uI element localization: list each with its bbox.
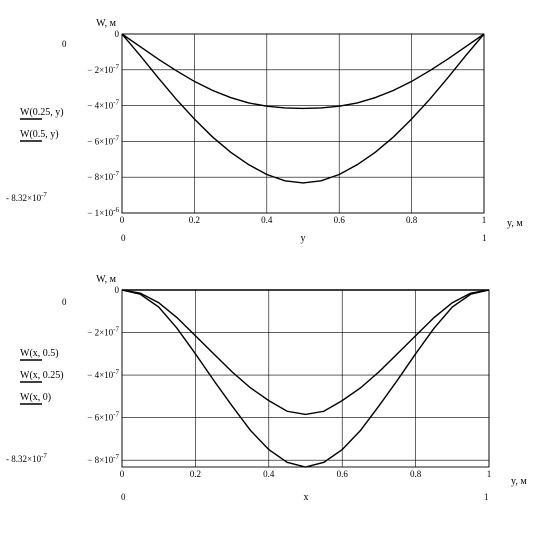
y-tick-label: − 2×10-7 — [87, 63, 119, 75]
x-tick-label: 0.8 — [406, 215, 418, 225]
y-tick-label: 0 — [115, 29, 120, 39]
x-tick-label: 0.2 — [190, 469, 201, 479]
y-axis-label: W, м — [96, 18, 117, 29]
y-tick-label: − 2×10-7 — [87, 326, 119, 338]
plot-frame — [121, 289, 490, 468]
legend-entry: W(0.5, y) — [20, 129, 59, 140]
legend-entry: W(x, 0.5) — [20, 348, 59, 359]
x-range-end: 1 — [482, 233, 487, 243]
x-range-start: 0 — [121, 233, 126, 243]
y-tick-label: − 4×10-7 — [87, 99, 119, 111]
series-line — [121, 33, 485, 110]
x-range-end: 1 — [484, 492, 489, 502]
chart-bottom: 0 0.2 0.4 0.6 0.8 1 0 − 2×10-7 − 4×10-7 − 6×10-7 −… — [6, 274, 527, 503]
x-tick-label: 0.6 — [334, 215, 346, 225]
x-tick-label: 1 — [482, 215, 487, 225]
series-line — [121, 289, 490, 468]
x-tick-label: 0.4 — [261, 215, 273, 225]
x-tick-label: 0.2 — [189, 215, 200, 225]
legend-entry: W(0.25, y) — [20, 107, 64, 118]
x-tick-label: 0.6 — [337, 469, 349, 479]
y-tick-label: 0 — [115, 285, 120, 295]
y-tick-label: − 8×10-7 — [87, 170, 119, 182]
x-tick-label: 0 — [120, 215, 125, 225]
y-range-bottom: - 8.32×10-7 — [6, 191, 47, 203]
y-tick-label: − 6×10-7 — [87, 411, 119, 423]
x-axis-label: x — [304, 492, 309, 503]
y-tick-label: − 8×10-7 — [87, 453, 119, 465]
series-line — [121, 289, 490, 416]
y-tick-label: − 1×10-6 — [87, 206, 119, 218]
y-range-top: 0 — [62, 297, 67, 307]
y-tick-label: − 6×10-7 — [87, 134, 119, 146]
x-unit-label: y, м — [511, 476, 527, 487]
legend-entry: W(x, 0) — [20, 392, 51, 403]
x-tick-label: 0 — [120, 469, 125, 479]
y-axis-label: W, м — [96, 274, 117, 285]
x-tick-label: 0.8 — [410, 469, 422, 479]
series-line — [121, 33, 485, 184]
legend-entry: W(x, 0.25) — [20, 370, 64, 381]
y-tick-label: − 4×10-7 — [87, 368, 119, 380]
y-range-top: 0 — [62, 39, 67, 49]
x-range-start: 0 — [121, 492, 126, 502]
plot-frame — [121, 33, 485, 214]
x-unit-label: y, м — [507, 218, 523, 229]
x-tick-label: 1 — [487, 469, 492, 479]
x-axis-label: y — [301, 233, 306, 244]
y-range-bottom: - 8.32×10-7 — [6, 452, 47, 464]
x-tick-label: 0.4 — [263, 469, 275, 479]
chart-top: 0 0.2 0.4 0.6 0.8 1 0 − 2×10-7 − 4×10-7 − 6×10-7 −… — [6, 18, 523, 244]
